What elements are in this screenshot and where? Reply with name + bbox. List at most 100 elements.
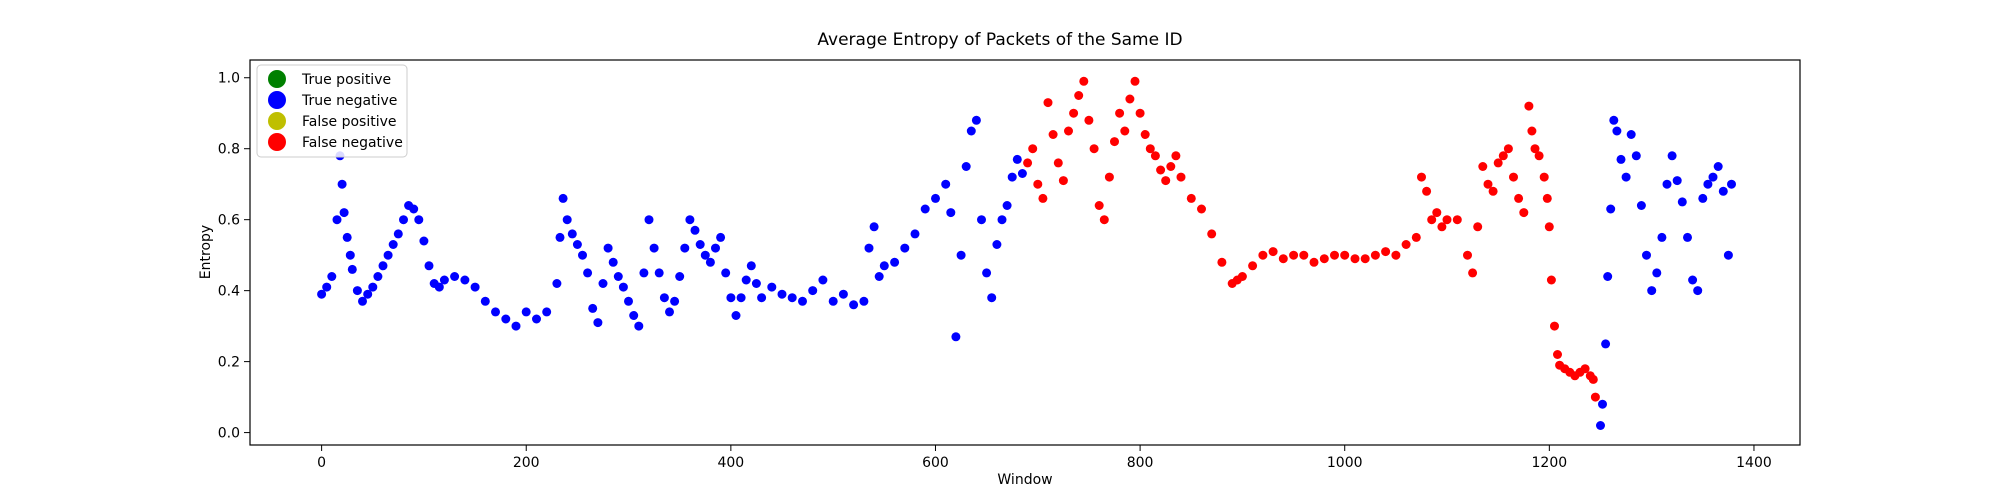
data-point bbox=[1130, 76, 1140, 86]
data-point bbox=[555, 232, 565, 242]
data-point bbox=[608, 257, 618, 267]
data-point bbox=[695, 240, 705, 249]
data-point bbox=[1657, 232, 1667, 242]
data-point bbox=[659, 293, 669, 303]
data-point bbox=[1539, 172, 1549, 182]
data-point bbox=[358, 296, 367, 306]
data-point bbox=[558, 193, 568, 203]
data-point bbox=[1309, 257, 1319, 267]
data-point bbox=[690, 225, 700, 235]
data-point bbox=[1727, 179, 1736, 189]
data-point bbox=[1186, 193, 1196, 203]
data-point bbox=[1391, 250, 1401, 260]
data-point bbox=[1135, 108, 1145, 118]
data-point bbox=[1094, 201, 1104, 210]
data-point bbox=[388, 240, 398, 249]
x-tick-label: 200 bbox=[513, 455, 540, 471]
data-point bbox=[1598, 399, 1607, 409]
data-point bbox=[1662, 179, 1672, 189]
data-point bbox=[961, 162, 971, 171]
data-point bbox=[1089, 144, 1099, 154]
data-point bbox=[1580, 364, 1590, 374]
data-point bbox=[1217, 257, 1227, 267]
data-point bbox=[1553, 350, 1562, 359]
data-point bbox=[946, 208, 956, 218]
data-point bbox=[1642, 250, 1651, 260]
x-tick-label: 800 bbox=[1127, 455, 1154, 471]
y-tick-label: 0.0 bbox=[218, 426, 240, 442]
data-point bbox=[1248, 261, 1258, 271]
data-point bbox=[992, 240, 1002, 249]
data-point bbox=[1278, 254, 1288, 264]
data-point bbox=[1478, 162, 1488, 171]
data-point bbox=[501, 314, 511, 324]
data-point bbox=[1503, 144, 1513, 154]
plot-frame bbox=[249, 59, 1801, 446]
data-point bbox=[1028, 144, 1038, 154]
legend-entries: True positive True negative False positive… bbox=[268, 70, 403, 151]
data-point bbox=[1427, 215, 1437, 225]
data-point bbox=[920, 204, 930, 214]
data-point bbox=[332, 215, 342, 225]
data-point bbox=[1330, 250, 1339, 260]
data-point bbox=[521, 307, 531, 317]
legend-marker bbox=[268, 133, 286, 151]
data-point bbox=[1110, 137, 1119, 147]
data-point bbox=[1156, 165, 1166, 175]
data-point bbox=[373, 272, 383, 281]
data-point bbox=[731, 311, 741, 320]
data-point bbox=[879, 261, 889, 271]
data-point bbox=[1544, 222, 1554, 232]
data-point bbox=[1017, 169, 1027, 178]
data-point bbox=[1319, 254, 1329, 264]
data-point bbox=[1713, 162, 1723, 171]
data-point bbox=[532, 314, 541, 324]
data-point bbox=[1483, 179, 1493, 189]
data-point bbox=[1703, 179, 1713, 189]
data-point bbox=[787, 293, 797, 303]
data-point bbox=[1053, 158, 1063, 168]
data-point bbox=[649, 243, 659, 253]
legend-marker bbox=[268, 112, 286, 130]
y-tick-label: 0.4 bbox=[218, 284, 240, 300]
data-point bbox=[1590, 392, 1600, 402]
data-point bbox=[339, 208, 349, 218]
data-point bbox=[1437, 222, 1447, 232]
data-point bbox=[736, 293, 746, 303]
data-point bbox=[317, 289, 327, 299]
data-point bbox=[644, 215, 654, 225]
data-point bbox=[1079, 76, 1089, 86]
data-point bbox=[1166, 162, 1176, 171]
data-point bbox=[322, 282, 332, 292]
data-point bbox=[634, 321, 644, 331]
data-point bbox=[1150, 151, 1160, 161]
data-point bbox=[337, 179, 347, 189]
x-tick-label: 400 bbox=[717, 455, 744, 471]
data-point bbox=[675, 272, 685, 281]
data-point bbox=[439, 275, 449, 285]
data-point bbox=[1104, 172, 1114, 182]
data-point bbox=[1268, 247, 1278, 257]
data-point bbox=[419, 236, 429, 246]
data-point bbox=[1688, 275, 1698, 285]
data-point bbox=[1099, 215, 1109, 225]
data-point bbox=[1667, 151, 1677, 161]
data-point bbox=[639, 268, 649, 278]
data-point bbox=[593, 318, 603, 328]
data-point bbox=[618, 282, 628, 292]
data-point bbox=[1064, 126, 1073, 136]
data-point bbox=[1468, 268, 1478, 278]
data-point bbox=[1698, 193, 1708, 203]
data-point bbox=[900, 243, 910, 253]
x-tick-label: 600 bbox=[922, 455, 949, 471]
data-point bbox=[1612, 126, 1622, 136]
data-point bbox=[434, 282, 444, 292]
data-point bbox=[552, 279, 562, 288]
data-point bbox=[1606, 204, 1616, 214]
data-point bbox=[818, 275, 828, 285]
data-point bbox=[685, 215, 695, 225]
y-tick-label: 0.8 bbox=[218, 142, 240, 158]
data-point bbox=[1007, 172, 1017, 182]
data-point bbox=[1422, 186, 1432, 196]
